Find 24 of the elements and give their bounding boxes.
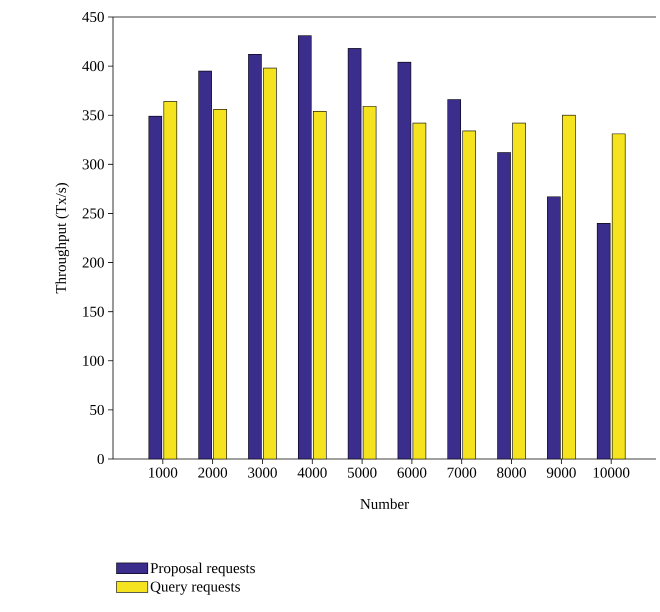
x-tick-label: 8000: [497, 468, 526, 478]
x-tick-label: 2000: [198, 468, 228, 478]
y-tick-label: 200: [82, 257, 104, 268]
x-tick-label: 10000: [594, 468, 630, 478]
y-tick-label: 450: [82, 12, 104, 22]
y-axis-title: Throughput (Tx/s): [55, 183, 70, 294]
y-tick-label: 250: [82, 208, 104, 218]
x-tick-label: 9000: [546, 468, 576, 478]
x-tick-label: 4000: [298, 468, 327, 478]
legend-label: Query requests: [150, 582, 240, 595]
x-tick-label: 1000: [149, 468, 178, 478]
y-tick-label: 300: [82, 159, 104, 170]
x-tick-label: 6000: [398, 468, 426, 478]
x-axis-title: Number: [360, 498, 409, 510]
legend-label: Proposal requests: [150, 562, 255, 576]
y-tick-label: 50: [90, 404, 104, 415]
x-tick-label: 5000: [348, 468, 377, 478]
y-tick-label: 150: [83, 306, 104, 317]
y-tick-label: 100: [83, 356, 104, 366]
y-tick-label: 400: [82, 61, 104, 72]
y-tick-label: 0: [98, 454, 104, 464]
x-tick-label: 7000: [448, 468, 476, 478]
y-tick-label: 350: [82, 110, 104, 120]
x-tick-label: 3000: [248, 468, 277, 478]
